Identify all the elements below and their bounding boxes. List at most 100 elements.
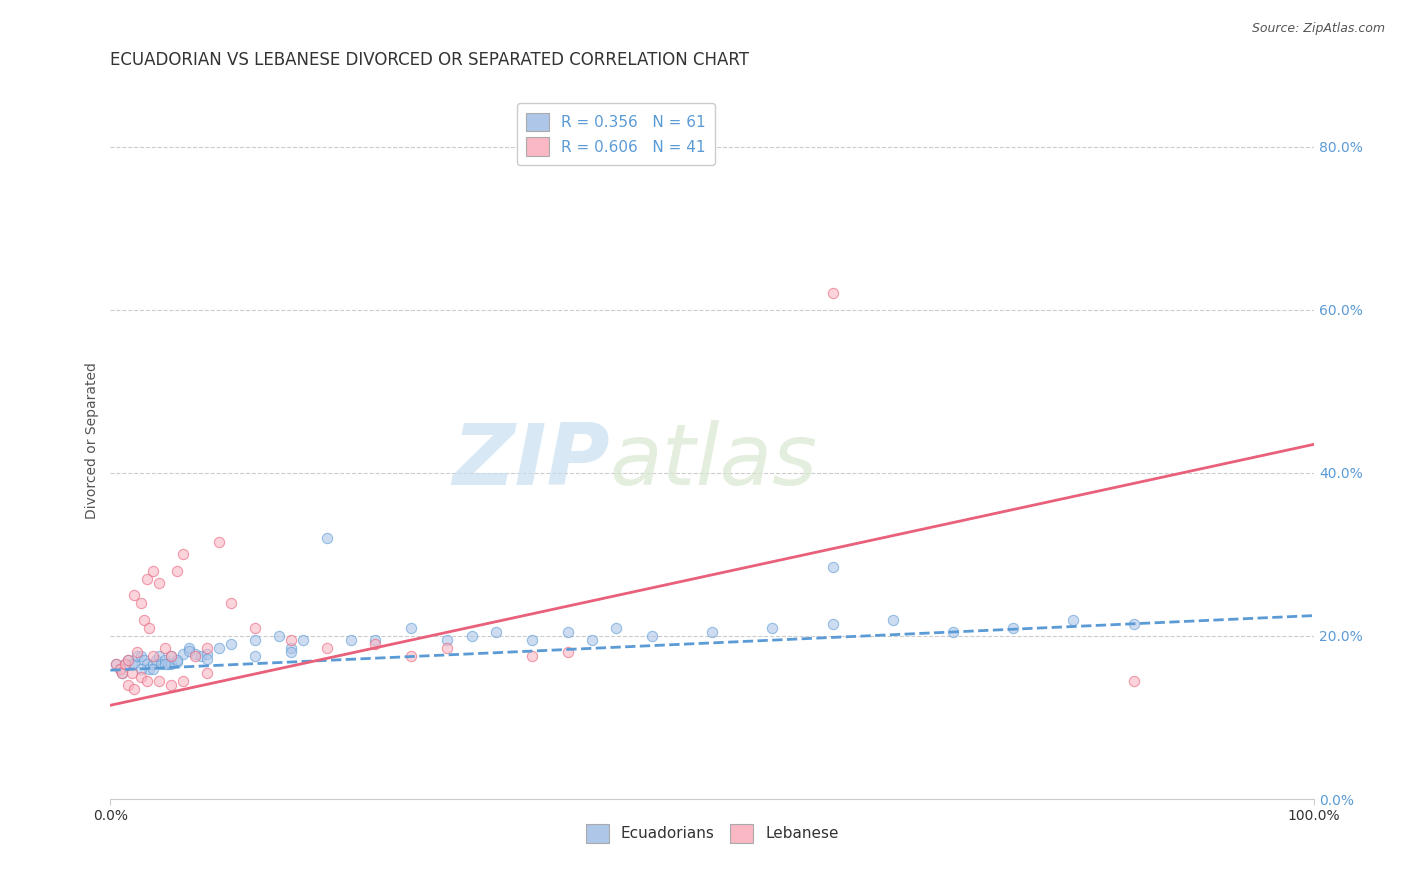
Point — [243, 633, 266, 648]
Point — [108, 662, 131, 676]
Point — [141, 662, 163, 676]
Point — [124, 588, 146, 602]
Point — [148, 673, 170, 688]
Point — [125, 649, 148, 664]
Point — [243, 649, 266, 664]
Point — [172, 548, 194, 562]
Point — [172, 647, 194, 661]
Point — [195, 641, 218, 656]
Point — [882, 613, 904, 627]
Point — [135, 657, 157, 672]
Point — [267, 629, 290, 643]
Point — [129, 662, 152, 676]
Point — [1062, 613, 1084, 627]
Point — [183, 649, 205, 664]
Point — [821, 559, 844, 574]
Point — [138, 662, 160, 676]
Point — [177, 643, 200, 657]
Text: atlas: atlas — [610, 420, 818, 503]
Point — [401, 649, 423, 664]
Point — [605, 621, 627, 635]
Point — [138, 621, 160, 635]
Point — [159, 649, 181, 664]
Point — [117, 653, 139, 667]
Point — [460, 629, 482, 643]
Point — [141, 564, 163, 578]
Point — [148, 649, 170, 664]
Point — [135, 673, 157, 688]
Point — [114, 657, 136, 672]
Point — [117, 678, 139, 692]
Text: Source: ZipAtlas.com: Source: ZipAtlas.com — [1251, 22, 1385, 36]
Point — [942, 624, 965, 639]
Point — [111, 665, 134, 680]
Point — [124, 657, 146, 672]
Point — [129, 596, 152, 610]
Point — [148, 576, 170, 591]
Point — [141, 649, 163, 664]
Point — [125, 645, 148, 659]
Point — [208, 535, 231, 549]
Point — [159, 678, 181, 692]
Point — [292, 633, 315, 648]
Y-axis label: Divorced or Separated: Divorced or Separated — [86, 362, 100, 518]
Point — [364, 633, 387, 648]
Point — [166, 564, 188, 578]
Point — [159, 649, 181, 664]
Point — [121, 657, 143, 672]
Point — [520, 649, 543, 664]
Point — [520, 633, 543, 648]
Point — [364, 637, 387, 651]
Point — [172, 673, 194, 688]
Point — [153, 653, 176, 667]
Point — [641, 629, 664, 643]
Point — [129, 649, 152, 664]
Point — [436, 633, 458, 648]
Point — [129, 670, 152, 684]
Text: ZIP: ZIP — [453, 420, 610, 503]
Point — [114, 657, 136, 672]
Point — [401, 621, 423, 635]
Point — [157, 657, 180, 672]
Point — [1122, 616, 1144, 631]
Point — [821, 286, 844, 301]
Point — [557, 624, 579, 639]
Point — [436, 641, 458, 656]
Point — [105, 657, 128, 672]
Point — [219, 637, 242, 651]
Point — [105, 657, 128, 672]
Point — [581, 633, 603, 648]
Point — [340, 633, 363, 648]
Point — [141, 657, 163, 672]
Point — [111, 665, 134, 680]
Text: ECUADORIAN VS LEBANESE DIVORCED OR SEPARATED CORRELATION CHART: ECUADORIAN VS LEBANESE DIVORCED OR SEPAR… — [111, 51, 749, 69]
Point — [124, 681, 146, 696]
Point — [134, 653, 156, 667]
Point — [177, 641, 200, 656]
Legend: R = 0.356   N = 61, R = 0.606   N = 41: R = 0.356 N = 61, R = 0.606 N = 41 — [517, 103, 716, 165]
Point — [195, 652, 218, 666]
Point — [316, 641, 339, 656]
Point — [134, 613, 156, 627]
Point — [557, 645, 579, 659]
Point — [108, 662, 131, 676]
Point — [195, 647, 218, 661]
Point — [280, 633, 302, 648]
Point — [702, 624, 724, 639]
Point — [1122, 673, 1144, 688]
Point — [208, 641, 231, 656]
Point — [121, 665, 143, 680]
Point — [183, 647, 205, 661]
Point — [145, 653, 167, 667]
Point — [821, 616, 844, 631]
Point — [153, 641, 176, 656]
Point — [117, 653, 139, 667]
Point — [280, 641, 302, 656]
Point — [484, 624, 506, 639]
Point — [195, 665, 218, 680]
Point — [166, 655, 188, 669]
Point — [1002, 621, 1025, 635]
Point — [280, 645, 302, 659]
Point — [243, 621, 266, 635]
Point — [149, 657, 172, 672]
